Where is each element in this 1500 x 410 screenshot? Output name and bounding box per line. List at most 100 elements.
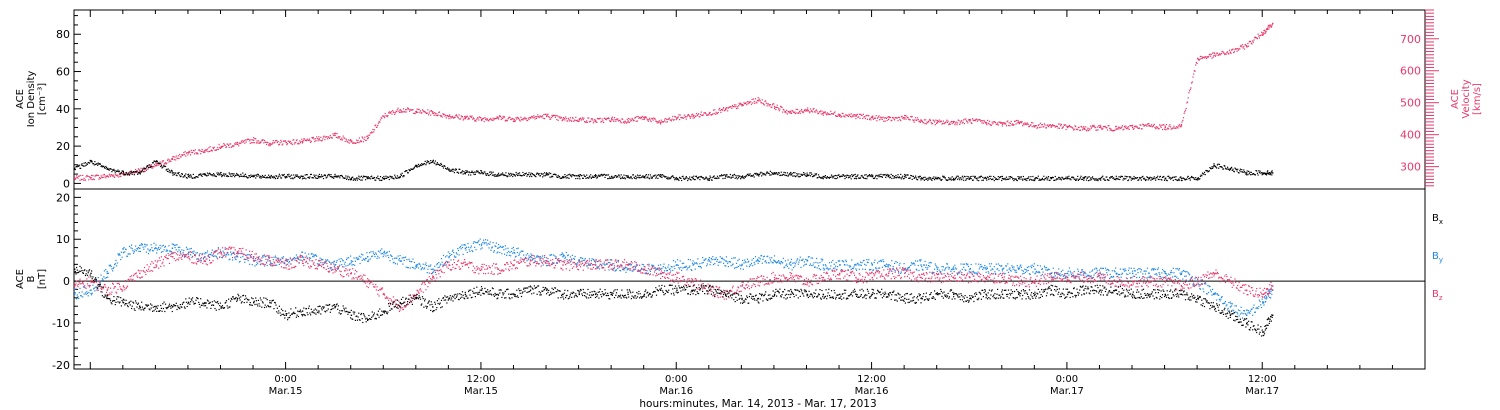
- by-series-point: [699, 263, 701, 265]
- density-series-point: [1096, 178, 1098, 180]
- by-series-point: [461, 246, 464, 249]
- density-series-point: [1146, 176, 1148, 178]
- velocity-series-point: [445, 117, 447, 119]
- velocity-series-point: [920, 120, 922, 122]
- velocity-series-point: [568, 118, 570, 121]
- density-series-point: [552, 176, 554, 178]
- velocity-series-point: [273, 142, 275, 144]
- velocity-series-point: [774, 106, 776, 109]
- by-series-point: [624, 266, 626, 268]
- velocity-series-point: [977, 119, 979, 121]
- density-series-point: [183, 176, 185, 178]
- density-series-point: [889, 177, 891, 179]
- density-series-point: [1236, 170, 1238, 172]
- density-series-point: [185, 177, 188, 179]
- density-series-point: [1161, 179, 1163, 181]
- density-series-point: [402, 176, 404, 178]
- density-series-point: [271, 176, 273, 178]
- velocity-series-point: [1041, 124, 1043, 126]
- velocity-series-point: [299, 140, 301, 142]
- density-series-point: [1111, 176, 1113, 178]
- velocity-series-point: [567, 117, 569, 119]
- density-series-point: [391, 176, 393, 178]
- velocity-series-point: [150, 164, 152, 166]
- velocity-series-point: [820, 110, 822, 112]
- density-series-point: [936, 177, 939, 180]
- velocity-series-point: [946, 119, 948, 121]
- by-series-point: [489, 243, 491, 245]
- velocity-series-point: [1112, 129, 1114, 132]
- velocity-series-point: [881, 116, 883, 118]
- density-series-point: [238, 176, 240, 178]
- by-series-point: [265, 255, 267, 257]
- density-series-point: [906, 174, 908, 176]
- by-series-point: [560, 259, 562, 261]
- velocity-series-point: [584, 121, 586, 123]
- velocity-series-point: [160, 163, 162, 165]
- velocity-series-point: [668, 118, 670, 120]
- velocity-series-point: [90, 178, 92, 180]
- by-series-point: [480, 248, 482, 250]
- density-series-point: [228, 172, 230, 174]
- by-series-point: [341, 259, 344, 261]
- density-series-point: [596, 176, 599, 178]
- by-series-point: [600, 264, 602, 266]
- density-series-point: [396, 175, 398, 177]
- by-series-point: [255, 258, 257, 260]
- velocity-series-point: [108, 173, 110, 175]
- velocity-series-point: [783, 109, 785, 111]
- velocity-series-point: [660, 119, 662, 121]
- by-series-point: [292, 258, 294, 260]
- velocity-series-point: [742, 104, 744, 106]
- velocity-series-point: [690, 115, 692, 118]
- density-series-point: [491, 172, 493, 174]
- density-series-point: [611, 175, 613, 178]
- density-series-point: [599, 175, 601, 177]
- by-series-point: [499, 251, 501, 253]
- velocity-series-point: [502, 115, 504, 117]
- density-series-point: [1123, 178, 1126, 180]
- velocity-series-point: [327, 138, 329, 140]
- density-series-point: [1216, 164, 1218, 166]
- velocity-series-point: [1046, 125, 1048, 127]
- velocity-series-point: [442, 113, 444, 115]
- density-series-point: [238, 174, 240, 176]
- density-series-point: [734, 177, 736, 179]
- velocity-series-point: [1104, 125, 1106, 128]
- velocity-series-point: [592, 122, 594, 124]
- velocity-series-point: [1028, 125, 1031, 127]
- velocity-series-point: [183, 154, 186, 156]
- density-series-point: [561, 177, 563, 179]
- density-series-point: [605, 174, 607, 176]
- density-series-point: [382, 178, 384, 180]
- velocity-series-point: [1071, 127, 1073, 129]
- velocity-series-point: [139, 169, 141, 172]
- velocity-series-point: [374, 125, 376, 127]
- density-series-point: [718, 177, 720, 179]
- velocity-series-point: [969, 118, 971, 121]
- velocity-series-point: [519, 120, 521, 122]
- by-series-point: [783, 267, 785, 269]
- velocity-series-point: [572, 117, 574, 119]
- by-series-point: [195, 252, 197, 254]
- velocity-series-point: [485, 119, 487, 121]
- velocity-series-point: [278, 144, 280, 146]
- density-series-point: [829, 176, 831, 178]
- density-series-point: [313, 174, 315, 176]
- density-series-point: [956, 175, 958, 177]
- density-series-point: [1231, 166, 1233, 168]
- by-series-point: [714, 263, 716, 265]
- density-series-point: [206, 175, 208, 177]
- density-series-point: [826, 176, 828, 178]
- velocity-series-point: [600, 121, 602, 123]
- velocity-series-point: [415, 110, 418, 113]
- density-series-point: [209, 173, 211, 175]
- density-series-point: [779, 174, 781, 177]
- by-series-point: [643, 266, 645, 268]
- velocity-series-point: [166, 162, 168, 164]
- density-series-point: [1260, 172, 1263, 174]
- velocity-series-point: [185, 155, 187, 157]
- velocity-series-point: [609, 120, 611, 122]
- density-series-point: [717, 177, 719, 179]
- density-series-point: [487, 173, 489, 175]
